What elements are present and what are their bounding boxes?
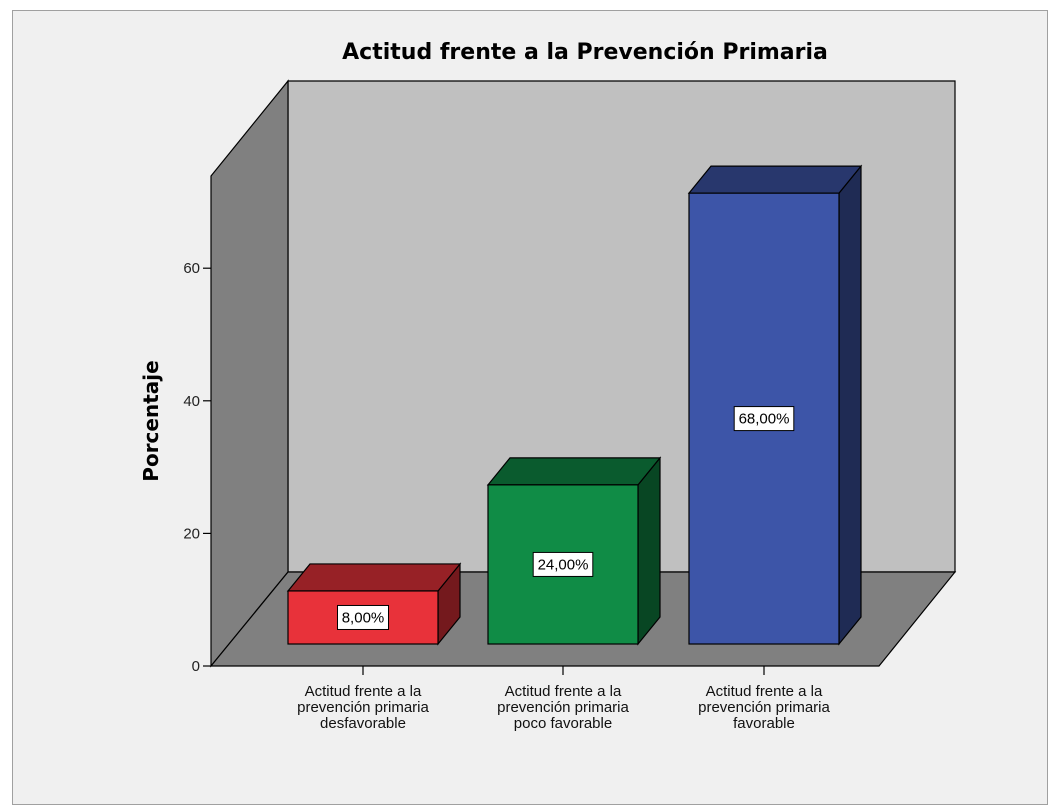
data-label-box-1 — [532, 551, 594, 577]
data-label-1: 24,00% — [532, 551, 594, 577]
chart-title: Actitud frente a la Prevención Primaria — [342, 40, 828, 65]
x-tick-label-1: Actitud frente a la prevención primaria po… — [497, 683, 629, 732]
data-label-text-2: 68,00% — [739, 411, 790, 428]
data-label-text-1: 24,00% — [538, 556, 589, 573]
y-tick-label-3: 60 — [183, 260, 200, 277]
data-label-box-2 — [733, 406, 795, 432]
bars: 8,00% 24,00% 68,00% — [286, 164, 863, 646]
bar-chart: Actitud frente a la Prevención Primaria … — [139, 40, 957, 732]
data-label-2: 68,00% — [733, 406, 795, 432]
bar-top-2 — [687, 165, 863, 194]
x-tick-label-2: Actitud frente a la prevención primaria fa… — [698, 683, 830, 732]
y-axis-label: Porcentaje — [139, 360, 163, 481]
data-label-0: 8,00% — [337, 604, 389, 630]
y-axis: 0 20 40 60 — [183, 260, 211, 675]
bar-side-1 — [637, 456, 661, 646]
bar-top-0 — [286, 563, 462, 592]
data-label-text-0: 8,00% — [342, 609, 385, 626]
bar-top-1 — [486, 457, 662, 486]
chart-frame: Actitud frente a la Prevención Primaria … — [12, 10, 1048, 805]
y-tick-label-2: 40 — [183, 393, 200, 410]
x-axis: Actitud frente a la prevención primaria de… — [297, 666, 831, 732]
bar-2: 68,00% — [687, 164, 863, 646]
y-tick-label-1: 20 — [183, 525, 200, 542]
y-tick-label-0: 0 — [192, 658, 200, 675]
bar-1: 24,00% — [486, 456, 662, 646]
bar-side-2 — [838, 164, 862, 646]
x-tick-label-0: Actitud frente a la prevención primaria de… — [297, 683, 429, 732]
side-wall — [210, 79, 289, 668]
bar-0: 8,00% — [286, 562, 462, 646]
data-label-box-0 — [337, 604, 389, 630]
